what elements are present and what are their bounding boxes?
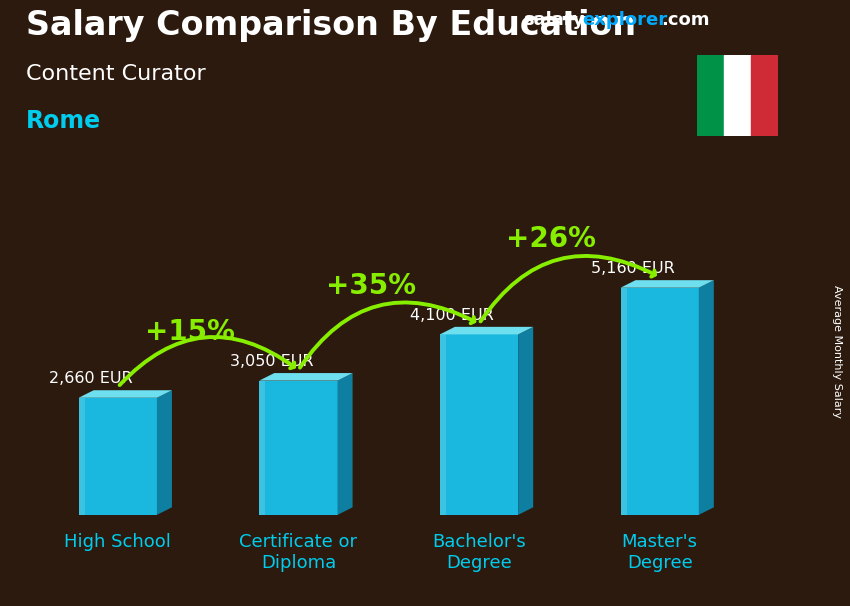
Text: Salary Comparison By Education: Salary Comparison By Education	[26, 9, 636, 42]
Polygon shape	[78, 390, 172, 398]
Text: High School: High School	[65, 533, 171, 551]
Text: 3,050 EUR: 3,050 EUR	[230, 355, 313, 369]
Polygon shape	[259, 381, 337, 515]
Text: Rome: Rome	[26, 109, 100, 133]
Polygon shape	[78, 398, 157, 515]
Polygon shape	[259, 373, 353, 381]
Text: Content Curator: Content Curator	[26, 64, 205, 84]
Text: +26%: +26%	[507, 225, 596, 253]
Bar	[751, 55, 778, 136]
Text: +35%: +35%	[326, 272, 416, 300]
Text: 2,660 EUR: 2,660 EUR	[48, 371, 133, 387]
Polygon shape	[518, 327, 533, 515]
Text: +15%: +15%	[145, 318, 235, 346]
Polygon shape	[78, 398, 85, 515]
Bar	[697, 55, 724, 136]
Text: Average Monthly Salary: Average Monthly Salary	[832, 285, 842, 418]
Text: explorer: explorer	[582, 11, 667, 29]
Polygon shape	[699, 280, 714, 515]
Text: Certificate or
Diploma: Certificate or Diploma	[240, 533, 357, 572]
Polygon shape	[620, 280, 714, 288]
Polygon shape	[157, 390, 172, 515]
Text: .com: .com	[661, 11, 710, 29]
Polygon shape	[620, 288, 699, 515]
Bar	[724, 55, 751, 136]
Polygon shape	[620, 288, 626, 515]
Text: Bachelor's
Degree: Bachelor's Degree	[432, 533, 526, 572]
Polygon shape	[337, 373, 353, 515]
Polygon shape	[259, 381, 265, 515]
Text: salary: salary	[523, 11, 584, 29]
Text: 5,160 EUR: 5,160 EUR	[591, 261, 674, 276]
Polygon shape	[440, 335, 446, 515]
Polygon shape	[440, 335, 518, 515]
Polygon shape	[440, 327, 533, 335]
Text: Master's
Degree: Master's Degree	[621, 533, 698, 572]
Text: 4,100 EUR: 4,100 EUR	[410, 308, 494, 323]
